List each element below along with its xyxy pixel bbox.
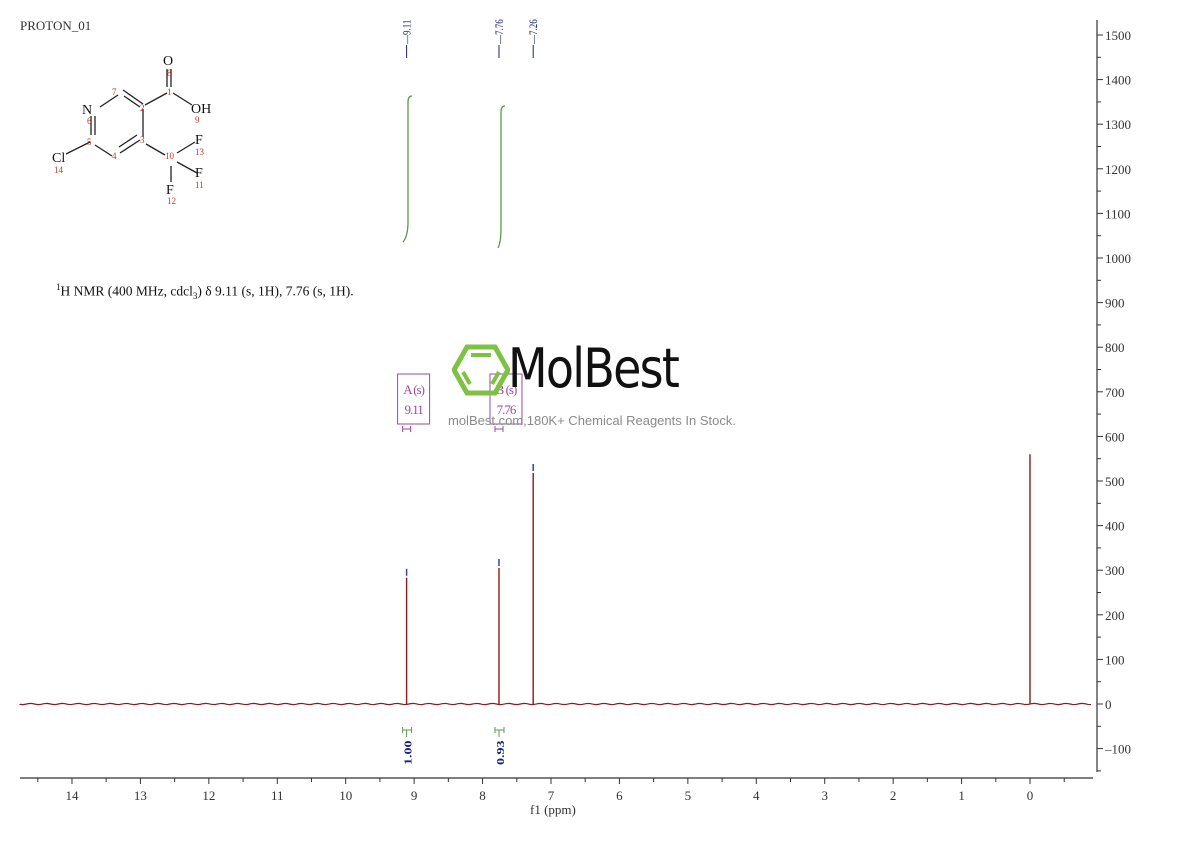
nmr-description: 1H NMR (400 MHz, cdcl3) δ 9.11 (s, 1H), … bbox=[56, 282, 354, 301]
molecule-structure: O OH N Cl F F F 8 1 9 7 2 6 5 3 4 14 10 … bbox=[52, 54, 211, 206]
y-tick-label: 600 bbox=[1105, 429, 1125, 444]
atom-number: 12 bbox=[167, 196, 176, 206]
atom-F13: F bbox=[195, 133, 203, 148]
atom-Cl: Cl bbox=[52, 151, 65, 166]
x-tick-label: 8 bbox=[479, 788, 486, 803]
multiplet-name: A (s) bbox=[403, 382, 424, 397]
nmr-text-a: H NMR (400 MHz, cdcl bbox=[60, 283, 193, 299]
y-tick-label: –100 bbox=[1104, 742, 1131, 757]
x-tick-label: 4 bbox=[753, 788, 760, 803]
atom-N: N bbox=[82, 103, 92, 118]
atom-number: 10 bbox=[165, 151, 175, 161]
atom-number: 1 bbox=[167, 87, 172, 97]
x-tick-label: 12 bbox=[202, 788, 215, 803]
peak-label: —7.76 bbox=[494, 19, 506, 45]
y-tick-label: 100 bbox=[1105, 652, 1125, 667]
x-tick-label: 14 bbox=[65, 788, 79, 803]
integral-range-marker bbox=[402, 727, 413, 737]
atom-number: 2 bbox=[140, 103, 145, 113]
atom-number: 5 bbox=[87, 137, 92, 147]
y-tick-label: 800 bbox=[1105, 340, 1125, 355]
atom-number: 14 bbox=[54, 165, 64, 175]
spectrum-baseline bbox=[19, 702, 1092, 706]
integral-curve bbox=[402, 95, 413, 243]
atom-O: O bbox=[163, 54, 173, 69]
atom-number: 8 bbox=[167, 68, 172, 78]
x-tick-label: 5 bbox=[685, 788, 692, 803]
y-tick-label: 400 bbox=[1105, 519, 1125, 534]
multiplet-shift: 7.76 bbox=[497, 402, 517, 417]
integral-range-marker bbox=[494, 727, 505, 737]
y-tick-label: 1500 bbox=[1105, 28, 1131, 43]
atom-number: 13 bbox=[195, 147, 205, 157]
molbest-logo-icon bbox=[452, 344, 510, 396]
isotope-superscript: 1 bbox=[56, 282, 61, 292]
x-tick-label: 7 bbox=[548, 788, 555, 803]
x-tick-label: 3 bbox=[821, 788, 828, 803]
solvent-subscript: 3 bbox=[192, 291, 198, 302]
y-tick-label: 1300 bbox=[1105, 117, 1131, 132]
y-tick-label: 1200 bbox=[1105, 162, 1131, 177]
peak-label: —7.26 bbox=[528, 19, 540, 45]
molbest-brand: MolBest bbox=[508, 337, 680, 400]
nmr-text-b: ) δ 9.11 (s, 1H), 7.76 (s, 1H). bbox=[197, 283, 354, 299]
integral-curve bbox=[497, 105, 506, 249]
atom-F12: F bbox=[166, 183, 174, 198]
watermark-tagline: molBest.com,180K+ Chemical Reagents In S… bbox=[448, 413, 736, 428]
y-tick-label: 500 bbox=[1105, 474, 1125, 489]
atom-number: 9 bbox=[195, 115, 200, 125]
y-tick-label: 300 bbox=[1105, 563, 1125, 578]
atom-F11: F bbox=[195, 166, 203, 181]
y-tick-label: 1100 bbox=[1105, 206, 1131, 221]
multiplet-shift: 9.11 bbox=[404, 402, 423, 417]
multiplet-range-marker bbox=[494, 426, 504, 432]
y-tick-label: 0 bbox=[1105, 697, 1112, 712]
atom-number: 7 bbox=[112, 87, 117, 97]
y-tick-label: 900 bbox=[1105, 296, 1125, 311]
atom-number: 4 bbox=[112, 151, 117, 161]
y-tick-label: 1000 bbox=[1105, 251, 1131, 266]
x-tick-label: 11 bbox=[271, 788, 284, 803]
atom-number: 6 bbox=[87, 116, 92, 126]
multiplet-box bbox=[397, 373, 431, 425]
multiplet-range-marker bbox=[402, 426, 412, 432]
y-tick-label: 700 bbox=[1105, 385, 1125, 400]
x-tick-label: 10 bbox=[339, 788, 352, 803]
spectrum-title: PROTON_01 bbox=[20, 18, 92, 33]
atom-number: 11 bbox=[195, 180, 204, 190]
atom-number: 3 bbox=[140, 135, 145, 145]
integral-value: 1.00 bbox=[402, 741, 414, 765]
y-tick-label: 200 bbox=[1105, 608, 1125, 623]
x-axis-label: f1 (ppm) bbox=[530, 802, 576, 817]
x-tick-label: 0 bbox=[1027, 788, 1034, 803]
x-tick-label: 6 bbox=[616, 788, 623, 803]
x-tick-label: 1 bbox=[958, 788, 965, 803]
y-tick-label: 1400 bbox=[1105, 73, 1131, 88]
integral-value: 0.93 bbox=[495, 741, 507, 765]
peak-label: —9.11 bbox=[402, 20, 414, 45]
x-tick-label: 9 bbox=[411, 788, 418, 803]
atom-OH: OH bbox=[191, 102, 211, 117]
x-tick-label: 13 bbox=[134, 788, 147, 803]
x-tick-label: 2 bbox=[890, 788, 897, 803]
